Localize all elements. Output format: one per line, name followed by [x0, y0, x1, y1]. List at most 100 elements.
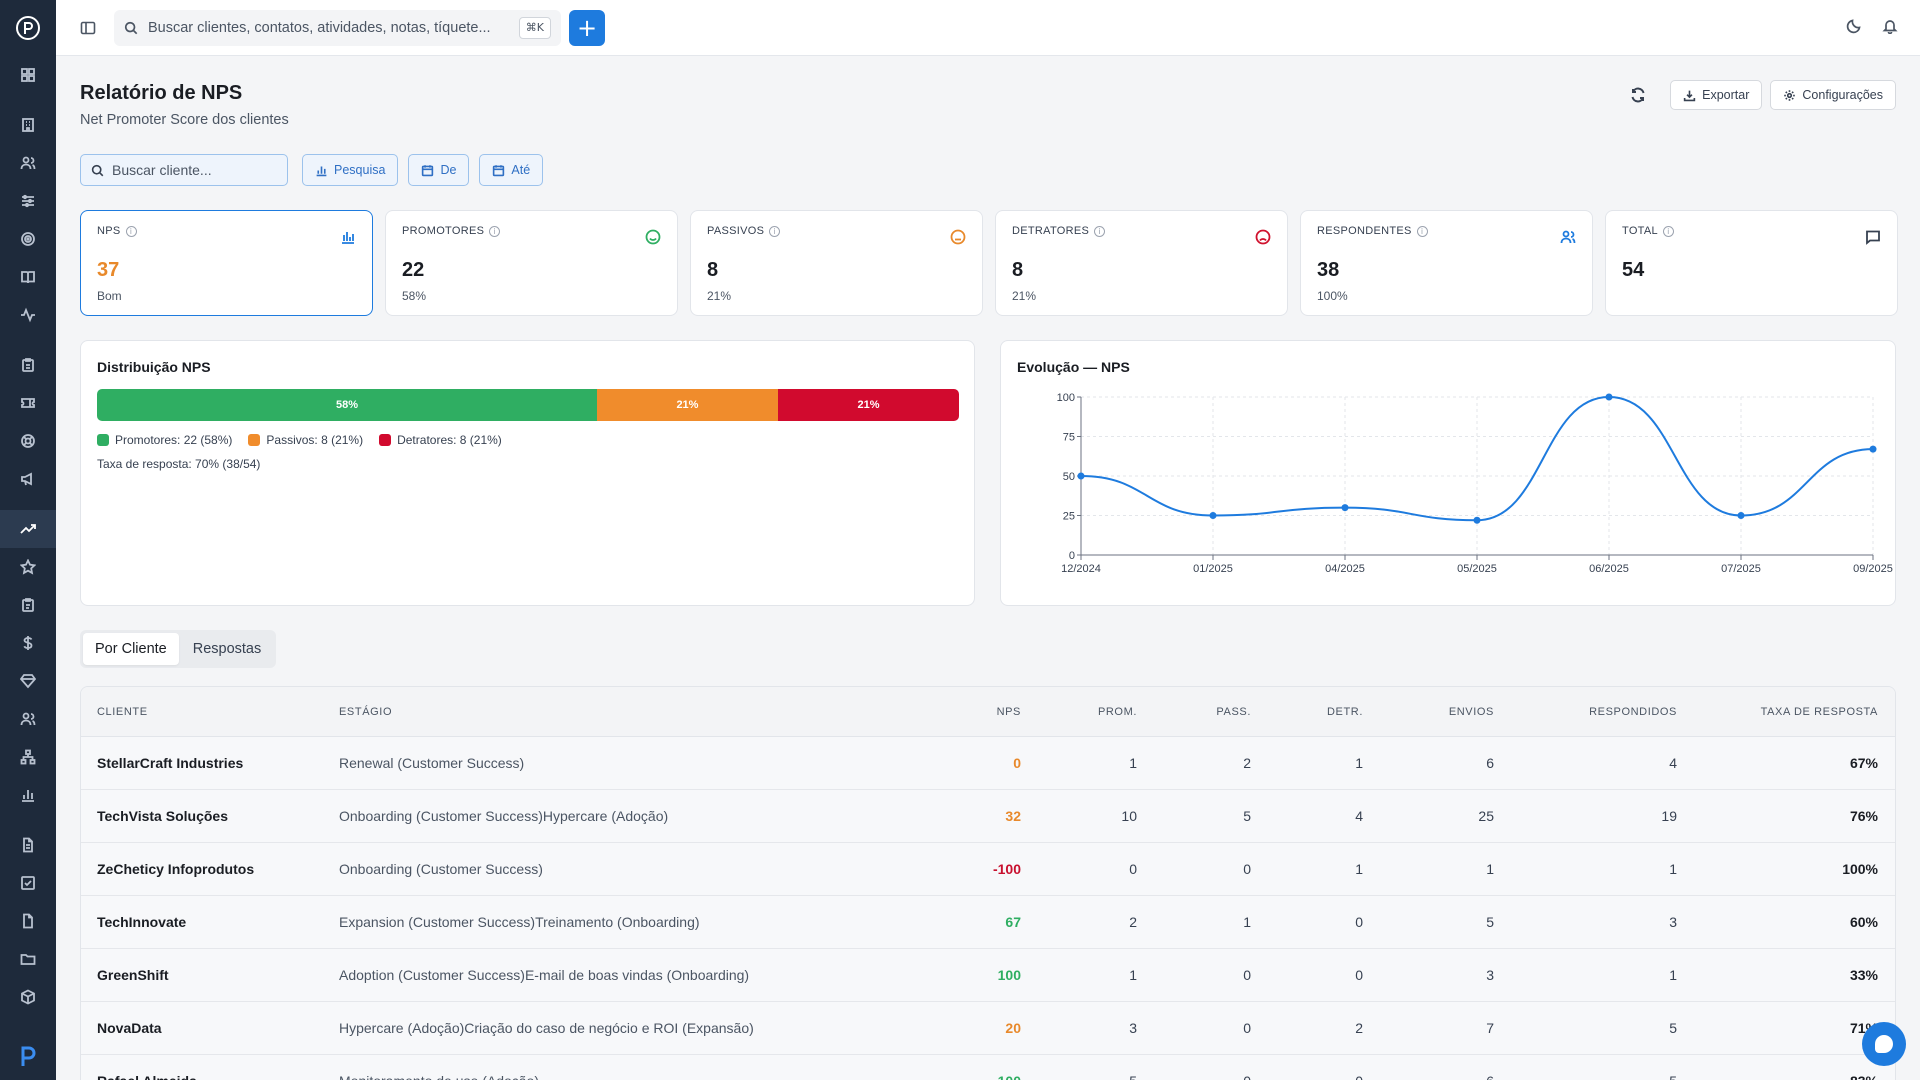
org-chart-icon[interactable]	[0, 738, 56, 776]
column-header-pass[interactable]: PASS.	[1216, 705, 1251, 718]
brand-mark-icon[interactable]	[0, 1044, 56, 1068]
dashboard-icon[interactable]	[0, 56, 56, 94]
legend-item: Detratores: 8 (21%)	[379, 433, 502, 447]
table-row[interactable]: ZeCheticy Infoprodutos Onboarding (Custom…	[81, 843, 1895, 896]
new-button[interactable]: +	[569, 9, 605, 46]
kpi-card-promoters[interactable]: PROMOTORES i 22 58%	[385, 210, 678, 316]
client-cell[interactable]: NovaData	[97, 1020, 162, 1036]
column-header-stage[interactable]: ESTÁGIO	[339, 705, 393, 718]
column-header-nps[interactable]: NPS	[996, 705, 1021, 718]
team-icon[interactable]	[0, 700, 56, 738]
dark-mode-icon[interactable]	[1846, 18, 1862, 39]
column-header-envios[interactable]: ENVIOS	[1448, 705, 1494, 718]
kpi-card-respondents[interactable]: RESPONDENTES i 38 100%	[1300, 210, 1593, 316]
to-date-button[interactable]: Até	[479, 154, 544, 186]
detractors-cell: 0	[1355, 967, 1363, 983]
kpi-card-total[interactable]: TOTAL i 54	[1605, 210, 1898, 316]
pipeline-icon[interactable]	[0, 182, 56, 220]
sidebar-toggle-icon[interactable]	[78, 18, 98, 38]
distribution-segment[interactable]: 21%	[777, 389, 959, 421]
panel-title: Evolução — NPS	[1017, 359, 1130, 375]
tab-por-cliente[interactable]: Por Cliente	[83, 633, 179, 665]
table-row[interactable]: Rafael AlmeidaMonitoramento de uso (Adoç…	[81, 1055, 1895, 1080]
topbar: ⌘K +	[56, 0, 1920, 56]
table-row[interactable]: GreenShift Adoption (Customer Success)E-m…	[81, 949, 1895, 1002]
legend-label: Passivos: 8 (21%)	[266, 433, 364, 447]
app-logo-icon[interactable]	[0, 0, 56, 56]
info-icon[interactable]: i	[489, 225, 501, 237]
kpi-sub: 21%	[707, 289, 732, 303]
bell-icon[interactable]	[1882, 18, 1898, 39]
client-cell[interactable]: Rafael Almeida	[81, 1073, 339, 1080]
bar-chart-icon[interactable]	[0, 776, 56, 814]
support-icon[interactable]	[0, 422, 56, 460]
chat-button[interactable]	[1862, 1022, 1906, 1066]
passives-cell: 0	[1243, 967, 1251, 983]
tab-respostas[interactable]: Respostas	[192, 641, 262, 657]
response-rate: Taxa de resposta: 70% (38/54)	[97, 457, 261, 471]
kpi-card-detractors[interactable]: DETRATORES i 8 21%	[995, 210, 1288, 316]
info-icon[interactable]: i	[1662, 225, 1674, 237]
diamond-icon[interactable]	[0, 662, 56, 700]
distribution-legend: Promotores: 22 (58%) Passivos: 8 (21%) Det…	[97, 433, 502, 447]
trending-up-icon[interactable]	[0, 510, 56, 548]
client-cell[interactable]: TechInnovate	[97, 914, 187, 930]
y-tick-label: 100	[1057, 392, 1075, 404]
document-icon[interactable]	[0, 826, 56, 864]
kpi-card-nps[interactable]: NPS i 37 Bom	[80, 210, 373, 316]
column-header-prom[interactable]: PROM.	[1097, 705, 1137, 718]
frown-icon	[1255, 229, 1271, 250]
folder-icon[interactable]	[0, 940, 56, 978]
table-row[interactable]: TechVista Soluções Onboarding (Customer S…	[81, 790, 1895, 843]
client-cell[interactable]: StellarCraft Industries	[97, 755, 244, 771]
survey-icon[interactable]	[0, 586, 56, 624]
table-row[interactable]: NovaData Hypercare (Adoção)Criação do cas…	[81, 1002, 1895, 1055]
x-tick-label: 12/2024	[1061, 563, 1101, 575]
table-row[interactable]: TechInnovate Expansion (Customer Success)…	[81, 896, 1895, 949]
package-icon[interactable]	[0, 978, 56, 1016]
clipboard-icon[interactable]	[0, 346, 56, 384]
dollar-icon[interactable]	[0, 624, 56, 662]
distribution-segment[interactable]: 58%	[97, 389, 597, 421]
table-row[interactable]: StellarCraft Industries Renewal (Customer…	[81, 737, 1895, 790]
passives-cell: 0	[1243, 1020, 1251, 1036]
x-tick-label: 09/2025	[1853, 563, 1893, 575]
nps-distribution-panel: Distribuição NPS 58% 21% 21% Promotores: 2…	[80, 340, 975, 606]
info-icon[interactable]: i	[1094, 225, 1106, 237]
column-header-rate[interactable]: TAXA DE RESPOSTA	[1760, 705, 1878, 718]
survey-filter-button[interactable]: Pesquisa	[302, 154, 399, 186]
contacts-icon[interactable]	[0, 144, 56, 182]
file-icon[interactable]	[0, 902, 56, 940]
client-cell[interactable]: ZeCheticy Infoprodutos	[97, 861, 255, 877]
distribution-segment[interactable]: 21%	[596, 389, 778, 421]
info-icon[interactable]: i	[1416, 225, 1428, 237]
book-icon[interactable]	[0, 258, 56, 296]
activity-icon[interactable]	[0, 296, 56, 334]
global-search-input[interactable]	[148, 19, 508, 36]
checklist-icon[interactable]	[0, 864, 56, 902]
kpi-card-passives[interactable]: PASSIVOS i 8 21%	[690, 210, 983, 316]
info-icon[interactable]: i	[125, 225, 137, 237]
info-icon[interactable]: i	[769, 225, 781, 237]
gear-icon	[1784, 89, 1796, 101]
export-button[interactable]: Exportar	[1670, 80, 1763, 110]
global-search[interactable]: ⌘K	[114, 9, 561, 46]
refresh-icon[interactable]	[1622, 80, 1654, 110]
target-icon[interactable]	[0, 220, 56, 258]
table-body: StellarCraft Industries Renewal (Customer…	[81, 737, 1895, 1080]
ticket-icon[interactable]	[0, 384, 56, 422]
column-header-respondidos[interactable]: RESPONDIDOS	[1589, 705, 1677, 718]
building-icon[interactable]	[0, 106, 56, 144]
column-header-detr[interactable]: DETR.	[1327, 705, 1363, 718]
from-date-button[interactable]: De	[408, 154, 470, 186]
column-header-client[interactable]: CLIENTE	[97, 705, 148, 718]
legend-label: Promotores: 22 (58%)	[115, 433, 233, 447]
client-search-input[interactable]	[112, 162, 272, 178]
client-search[interactable]	[80, 154, 288, 186]
client-cell[interactable]: TechVista Soluções	[97, 808, 228, 824]
settings-button[interactable]: Configurações	[1770, 80, 1896, 110]
star-icon[interactable]	[0, 548, 56, 586]
megaphone-icon[interactable]	[0, 460, 56, 498]
client-cell[interactable]: GreenShift	[97, 967, 169, 983]
nps-evolution-chart: 0 25 50 75 100 12/2024 01/2025 04/2025 05/2025 06…	[1057, 392, 1893, 575]
